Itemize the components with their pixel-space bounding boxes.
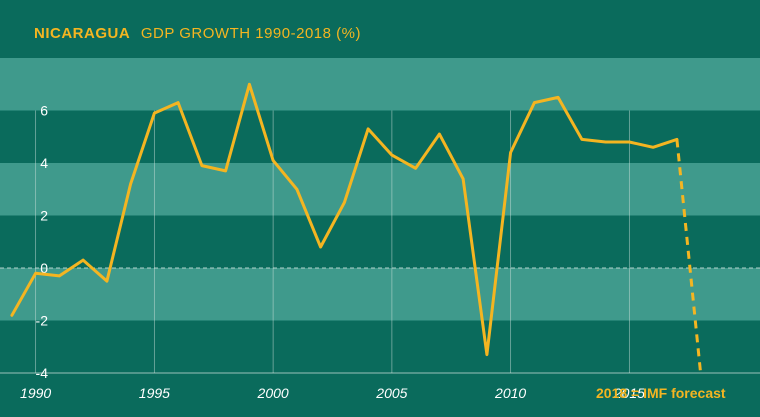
data-point-1989 [10,314,14,317]
data-point-1998 [224,169,227,173]
y-tick-label-2: 2 [40,208,48,224]
band-1 [0,268,760,321]
x-tick-label-2015: 2015 [613,385,645,401]
data-point-2004 [366,127,370,131]
data-point-2003 [343,201,346,204]
x-tick-label-2000: 2000 [257,385,289,401]
data-point-2006 [414,167,417,170]
x-tick-label-2010: 2010 [494,385,526,401]
data-point-1999 [248,83,251,86]
data-point-1995 [153,111,156,115]
y-tick-label-0: 0 [40,260,48,276]
y-tick-label-4: 4 [40,155,48,171]
data-point-1994 [129,182,132,186]
forecast-annotation: 2018 = IMF forecast [596,385,726,401]
band-0 [0,320,760,373]
series-line-forecast [675,139,703,374]
chart-title-country: NICARAGUA [34,25,130,42]
band-3 [0,163,760,216]
data-point-2014 [604,140,607,144]
data-point-2011 [533,101,536,104]
data-point-2005 [390,153,394,157]
chart-title: NICARAGUA GDP GROWTH 1990-2018 (%) [34,25,361,42]
data-point-1996 [176,101,180,104]
data-point-1997 [200,164,204,167]
band-2 [0,215,760,268]
data-point-1991 [58,274,61,278]
x-axis-ticks: 1990 1995 2000 2005 2010 2015 [20,385,645,401]
data-point-2007 [438,132,441,136]
band-5 [0,58,760,111]
data-point-2001 [295,188,299,191]
data-point-2016 [651,146,655,149]
data-point-1990 [34,272,37,275]
x-tick-label-2005: 2005 [375,385,407,401]
data-point-2012 [556,96,560,99]
x-tick-label-1990: 1990 [20,385,51,401]
chart-title-rest: GDP GROWTH 1990-2018 (%) [141,25,361,42]
y-tick-label--2: -2 [36,313,49,329]
y-axis-ticks: -4 -2 0 2 4 6 [36,103,49,382]
data-point-1993 [105,279,109,283]
background-bands [0,58,760,373]
data-point-2008 [461,177,465,180]
x-tick-label-1995: 1995 [139,385,170,401]
series-lines [10,82,703,374]
data-point-2002 [319,245,322,249]
data-point-2015 [628,140,631,144]
data-point-2013 [580,138,584,141]
gridlines [0,110,760,374]
data-point-2009 [485,353,489,356]
band-4 [0,110,760,163]
data-point-2000 [271,159,275,162]
data-point-1992 [81,258,85,262]
data-point-2010 [509,151,512,154]
y-tick-label--4: -4 [36,365,49,381]
y-tick-label-6: 6 [40,103,48,119]
